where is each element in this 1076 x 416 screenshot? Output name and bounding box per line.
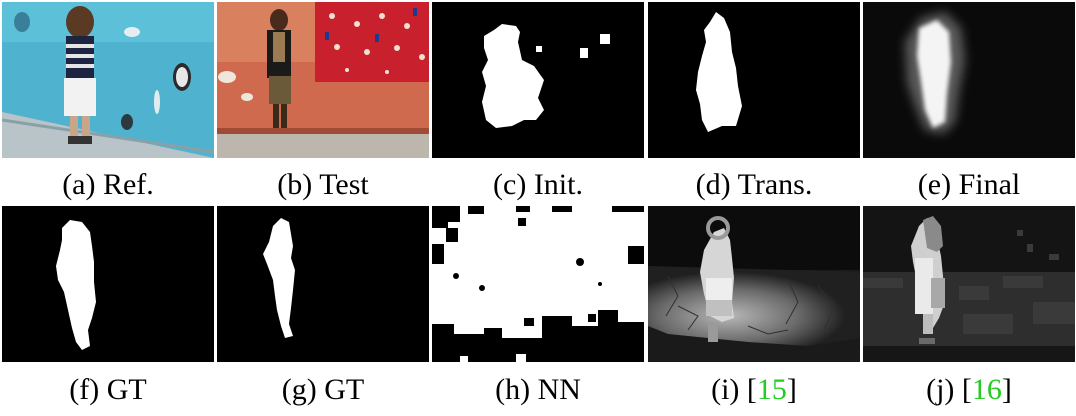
panel-trans-mask bbox=[648, 2, 860, 158]
citation-bracket-open: [ bbox=[746, 373, 757, 406]
citation-bracket-close: ] bbox=[786, 373, 797, 406]
caption-letter: (h) bbox=[495, 373, 531, 406]
citation-bracket-close: ] bbox=[1001, 373, 1012, 406]
panel-ref-image bbox=[2, 2, 214, 158]
init-mask bbox=[432, 2, 644, 158]
citation-link-16[interactable]: 16 bbox=[971, 373, 1002, 406]
caption-h: (h) NN bbox=[432, 373, 644, 407]
caption-label: Trans. bbox=[737, 168, 813, 201]
caption-label: GT bbox=[324, 373, 365, 406]
panel-final-mask bbox=[863, 2, 1075, 158]
panel-method15-output bbox=[648, 206, 860, 362]
final-mask bbox=[863, 2, 1075, 158]
caption-letter: (b) bbox=[277, 168, 313, 201]
caption-b: (b) Test bbox=[217, 168, 429, 202]
caption-letter: (i) bbox=[711, 373, 740, 406]
caption-label: Test bbox=[319, 168, 369, 201]
panel-gt-test-mask bbox=[217, 206, 429, 362]
caption-j: (j) [16] bbox=[863, 373, 1075, 407]
caption-letter: (g) bbox=[281, 373, 317, 406]
test-photo bbox=[217, 2, 429, 158]
caption-letter: (j) bbox=[926, 373, 955, 406]
panel-gt-ref-mask bbox=[2, 206, 214, 362]
panel-test-image bbox=[217, 2, 429, 158]
caption-c: (c) Init. bbox=[432, 168, 644, 202]
method16-output bbox=[863, 206, 1075, 362]
caption-label: GT bbox=[106, 373, 147, 406]
caption-g: (g) GT bbox=[217, 373, 429, 407]
ref-photo bbox=[2, 2, 214, 158]
caption-letter: (d) bbox=[695, 168, 731, 201]
caption-letter: (f) bbox=[69, 373, 100, 406]
caption-letter: (c) bbox=[493, 168, 527, 201]
panel-method16-output bbox=[863, 206, 1075, 362]
method15-output bbox=[648, 206, 860, 362]
caption-label: Init. bbox=[533, 168, 583, 201]
gt-test-mask bbox=[217, 206, 429, 362]
citation-bracket-open: [ bbox=[961, 373, 972, 406]
caption-a: (a) Ref. bbox=[2, 168, 214, 202]
caption-i: (i) [15] bbox=[648, 373, 860, 407]
panel-nn-mask bbox=[432, 206, 644, 362]
caption-d: (d) Trans. bbox=[648, 168, 860, 202]
caption-letter: (e) bbox=[917, 168, 952, 201]
panel-init-mask bbox=[432, 2, 644, 158]
gt-ref-mask bbox=[2, 206, 214, 362]
trans-mask bbox=[648, 2, 860, 158]
caption-label: Final bbox=[958, 168, 1021, 201]
citation-link-15[interactable]: 15 bbox=[756, 373, 787, 406]
caption-label: NN bbox=[537, 373, 581, 406]
caption-label: Ref. bbox=[102, 168, 154, 201]
caption-e: (e) Final bbox=[863, 168, 1075, 202]
nn-mask bbox=[432, 206, 644, 362]
caption-f: (f) GT bbox=[2, 373, 214, 407]
caption-letter: (a) bbox=[62, 168, 96, 201]
